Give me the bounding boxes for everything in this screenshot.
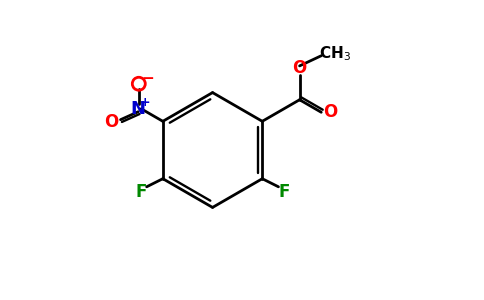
Text: O: O (292, 59, 307, 77)
Text: CH$_3$: CH$_3$ (318, 44, 350, 63)
Text: F: F (279, 183, 290, 201)
Text: −: − (141, 71, 154, 86)
Text: N: N (131, 100, 146, 118)
Text: O: O (323, 103, 337, 121)
Text: +: + (140, 96, 151, 110)
Text: O: O (105, 113, 119, 131)
Text: F: F (135, 183, 147, 201)
